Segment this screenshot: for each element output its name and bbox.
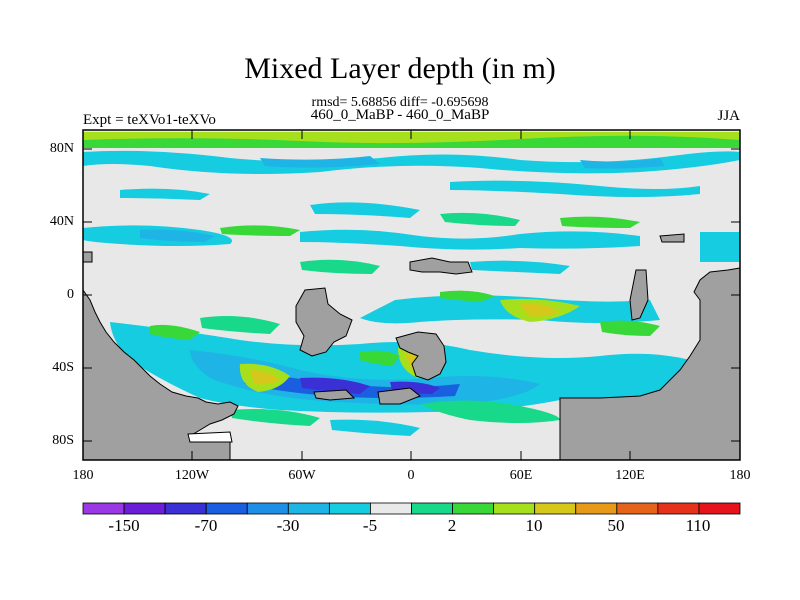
axis-ticks [82,130,741,460]
midlat-green-3 [560,216,640,228]
north-patch [120,188,210,200]
south-yellow-1b [250,370,280,385]
colorbar-swatch [411,502,453,515]
colorbar-label: -150 [108,516,140,535]
north-band-cyan-2 [450,180,700,197]
north-patch-2 [310,202,420,218]
colorbar-swatch [370,502,412,515]
colorbar-swatch [82,502,125,515]
island-north [409,257,473,275]
lat-label-0: 0 [67,287,74,302]
lon-label-120e: 120E [615,468,645,483]
south-green-5 [420,400,560,423]
lat-label-80n: 80N [49,141,74,156]
island-south-2 [377,387,421,405]
south-green-2 [200,316,280,334]
north-band-blue-2 [580,158,665,169]
lon-label-60e: 60E [509,468,533,483]
colorbar-swatch [123,502,166,515]
lon-label-180e: 180 [729,468,751,483]
lon-label-180w: 180 [72,468,94,483]
south-cyan-7 [330,419,420,436]
island-south-1 [313,389,356,401]
south-green-3 [360,350,400,366]
colorbar-swatch [164,502,207,515]
plot-title: Mixed Layer depth (in m) [244,52,556,85]
lon-label-0: 0 [407,468,415,483]
continent-east-strip [629,269,649,321]
colorbar-swatch [575,502,618,515]
experiment-label: Expt = teXVo1-teXVo [83,112,216,128]
colorbar-label: 10 [525,516,543,535]
colorbar-label: -5 [362,516,378,535]
island-west [82,251,93,263]
stats-line: rmsd= 5.68856 diff= -0.695698 [311,95,489,110]
lat-label-40s: 40S [52,360,74,375]
midlat-band-1b [140,229,215,242]
south-green-1 [150,324,200,340]
subtrop-cyan [470,260,570,274]
south-green-4 [600,320,660,336]
north-band-cyan [83,150,740,174]
colorbar [82,502,741,515]
colorbar-swatch [493,502,536,515]
north-band-blue [260,156,380,168]
colorbar-swatch [698,502,741,515]
colorbar-swatch [534,502,577,515]
colorbar-swatch [287,502,330,515]
arctic-band-inner [83,135,740,148]
colorbar-swatch [328,502,371,515]
lat-label-80s: 80S [52,433,74,448]
trop-green [440,290,495,302]
continent-west [295,287,353,357]
colorbar-label: -30 [276,516,300,535]
colorbar-swatch [452,502,495,515]
midlat-green-2 [440,212,520,226]
island-north-east [659,233,685,243]
continent-africa-south [395,331,447,381]
lon-label-120w: 120W [174,468,210,483]
ice-shelf [187,431,233,443]
south-green-6 [230,409,320,426]
colorbar-swatch [657,502,700,515]
lat-label-40n: 40N [49,214,74,229]
colorbar-label: 50 [607,516,625,535]
colorbar-label: 2 [447,516,457,535]
subtrop-green [300,259,380,274]
colorbar-label: 110 [685,516,711,535]
midlat-green-1 [220,225,300,236]
season-label: JJA [717,108,740,124]
midlat-band-2 [300,229,640,250]
midlat-band-east [700,232,740,262]
lon-label-60w: 60W [288,468,316,483]
trop-yellow [520,303,560,317]
colorbar-swatch [616,502,659,515]
colorbar-swatch [205,502,248,515]
colorbar-swatch [246,502,289,515]
colorbar-label: -70 [194,516,218,535]
subtitle: 460_0_MaBP - 460_0_MaBP [310,107,490,123]
south-band-deepest [300,377,370,394]
